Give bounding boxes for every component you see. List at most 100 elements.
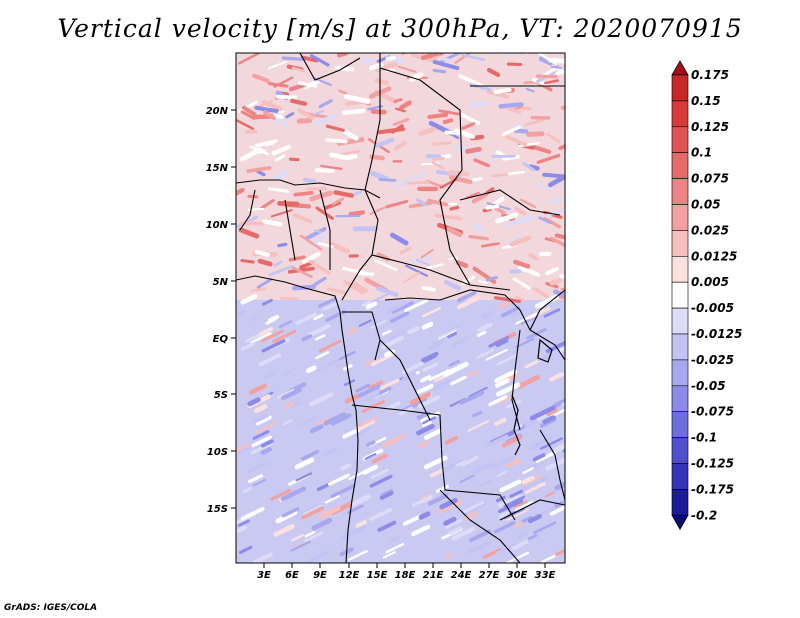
svg-text:15N: 15N <box>206 163 229 174</box>
field-streak <box>342 128 359 141</box>
colorbar-swatch <box>671 411 689 438</box>
colorbar-swatch <box>671 385 689 412</box>
lon-tick-6e: 6E <box>285 563 299 581</box>
lat-tick-15n: 15N <box>206 163 236 174</box>
field-streak <box>381 335 405 349</box>
field-streak <box>250 287 267 293</box>
field-streak <box>523 475 549 491</box>
field-streak <box>507 107 522 114</box>
lat-tick-eq: EQ <box>213 334 236 345</box>
field-streak <box>559 274 565 279</box>
svg-text:24E: 24E <box>451 570 472 581</box>
field-streak <box>254 105 279 114</box>
field-streak <box>418 126 436 136</box>
colorbar-swatch <box>671 100 689 128</box>
field-streak <box>330 484 356 499</box>
field-streak <box>528 253 539 261</box>
field-streak <box>261 339 286 353</box>
field-streak <box>274 154 286 162</box>
lat-tick-15s: 15S <box>207 504 236 515</box>
svg-text:EQ: EQ <box>213 334 229 345</box>
field-streak <box>444 518 463 530</box>
field-streak <box>481 242 500 248</box>
field-streak <box>501 435 522 448</box>
field-streak <box>252 413 269 424</box>
field-streak <box>494 417 507 426</box>
field-streak <box>520 315 539 325</box>
field-streak <box>397 65 417 73</box>
field-streak <box>246 166 272 173</box>
field-streak <box>284 401 295 409</box>
field-streak <box>448 169 470 177</box>
field-streak <box>486 90 510 99</box>
field-streak <box>374 259 398 271</box>
field-streak <box>308 259 331 275</box>
field-streak <box>313 313 324 321</box>
field-streak <box>260 447 272 455</box>
field-streak <box>444 130 468 136</box>
field-streak <box>495 495 506 503</box>
field-streak <box>459 112 481 126</box>
field-streak <box>446 226 463 238</box>
field-streak <box>555 71 565 75</box>
field-streak <box>378 386 392 395</box>
field-streak <box>467 420 490 432</box>
field-streak <box>495 542 518 554</box>
field-streak <box>432 59 460 71</box>
colorbar-label: -0.125 <box>691 457 734 471</box>
field-streak <box>302 177 317 184</box>
field-streak <box>450 375 467 386</box>
lon-tick-3e: 3E <box>257 563 271 581</box>
field-streak <box>277 242 288 248</box>
field-streak <box>421 286 436 292</box>
colorbar-swatch <box>671 463 689 490</box>
field-streak <box>472 410 483 418</box>
field-streak <box>442 361 469 377</box>
field-streak <box>247 194 259 199</box>
field-streak <box>290 540 312 552</box>
field-streak <box>455 260 469 269</box>
field-streak <box>410 255 434 264</box>
field-streak <box>498 102 524 109</box>
field-streak <box>321 446 339 457</box>
field-streak <box>427 493 449 506</box>
field-streak <box>558 348 565 354</box>
field-streak <box>536 153 561 165</box>
field-streak <box>313 109 325 116</box>
field-streak <box>275 510 298 524</box>
colorbar-label: -0.1 <box>691 431 717 445</box>
field-streak <box>443 325 460 334</box>
field-streak <box>254 139 278 148</box>
velocity-field <box>236 53 565 563</box>
field-streak <box>432 156 445 161</box>
field-streak <box>258 353 282 367</box>
field-streak <box>558 143 565 151</box>
field-streak <box>554 481 565 491</box>
field-streak <box>288 82 307 92</box>
colorbar-label: 0.025 <box>691 223 729 237</box>
field-streak <box>393 141 407 151</box>
field-streak <box>347 327 358 335</box>
field-streak <box>254 404 268 413</box>
field-streak <box>468 82 492 92</box>
field-streak <box>542 415 556 425</box>
colorbar-swatch <box>671 437 689 464</box>
field-streak <box>522 467 534 474</box>
svg-text:5N: 5N <box>213 277 229 288</box>
field-streak <box>240 294 258 305</box>
field-streak <box>452 336 469 347</box>
field-streak <box>518 141 540 148</box>
field-streak <box>370 352 396 367</box>
field-streak <box>476 330 487 337</box>
field-streak <box>342 427 361 439</box>
field-streak <box>295 312 317 326</box>
field-streak <box>406 326 420 335</box>
field-streak <box>495 382 521 397</box>
colorbar-swatch <box>671 307 689 335</box>
colorbar-label: -0.2 <box>691 508 717 522</box>
field-streak <box>240 342 255 351</box>
field-streak <box>547 174 565 188</box>
field-streak <box>341 108 366 116</box>
field-streak <box>522 162 535 172</box>
field-streak <box>455 460 466 467</box>
